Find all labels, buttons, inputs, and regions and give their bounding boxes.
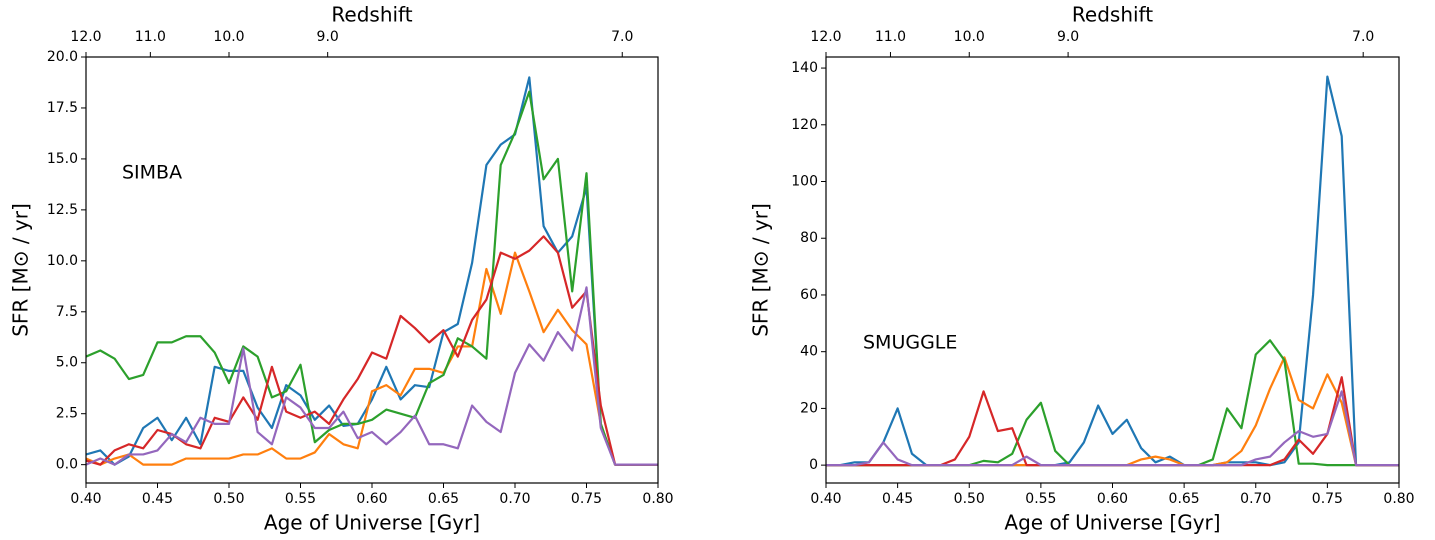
x-tick-label: 0.40 [70,491,101,507]
x-tick-label: 0.65 [1169,491,1200,507]
panel: 0.40 0.45 0.50 0.55 0.60 0.65 0.70 0.75 0.80 0.0 2… [9,3,674,535]
x-tick-label: 0.75 [571,491,602,507]
x2-tick-label: 11.0 [135,29,166,45]
x-tick-label: 0.45 [142,491,173,507]
x2-tick-label: 10.0 [954,29,985,45]
panel: 0.40 0.45 0.50 0.55 0.60 0.65 0.70 0.75 0.80 0 20 4… [749,3,1415,535]
sfr-line [826,75,1399,467]
x2-tick-label: 11.0 [875,29,906,45]
y-tick-label: 15.0 [47,151,78,167]
y-tick-label: 80 [800,230,818,246]
y-tick-label: 12.5 [47,202,78,218]
x2-tick-label: 9.0 [1057,29,1079,45]
x-tick-label: 0.45 [882,491,913,507]
sfr-line [826,339,1399,467]
annotation: SIMBA [122,162,182,184]
y-tick-label: 10.0 [47,253,78,269]
y-tick-label: 2.5 [56,406,78,422]
y-tick-label: 100 [791,174,818,190]
x2-tick-label: 7.0 [1352,29,1374,45]
y-tick-label: 0 [809,457,818,473]
y-tick-label: 140 [791,60,818,76]
x-tick-label: 0.80 [642,491,673,507]
x-tick-label: 0.55 [285,491,316,507]
y-axis-label: SFR [M⊙ / yr] [749,203,773,337]
x-tick-label: 0.70 [1240,491,1271,507]
x-tick-label: 0.75 [1312,491,1343,507]
y-axis-label: SFR [M⊙ / yr] [9,203,33,337]
x2-tick-label: 9.0 [317,29,339,45]
x-tick-label: 0.70 [499,491,530,507]
x2-tick-label: 10.0 [213,29,244,45]
y-tick-label: 20 [800,400,818,416]
y-tick-label: 40 [800,344,818,360]
y-tick-label: 20.0 [47,49,78,65]
y-tick-label: 5.0 [56,355,78,371]
x-tick-label: 0.40 [810,491,841,507]
x-tick-label: 0.50 [213,491,244,507]
x2-tick-label: 12.0 [70,29,101,45]
y-tick-label: 120 [791,117,818,133]
y-tick-label: 0.0 [56,457,78,473]
sfr-line [86,76,658,466]
y-tick-label: 17.5 [47,100,78,116]
axes-frame [825,56,1400,484]
x-tick-label: 0.55 [1025,491,1056,507]
x2-tick-label: 12.0 [810,29,841,45]
x-tick-label: 0.60 [1097,491,1128,507]
annotation: SMUGGLE [863,332,957,354]
x2-axis-label: Redshift [1072,3,1153,27]
y-tick-label: 7.5 [56,304,78,320]
x-tick-label: 0.60 [356,491,387,507]
plot-area [826,75,1399,467]
sfr-line [86,90,658,466]
x-tick-label: 0.50 [954,491,985,507]
x2-tick-label: 7.0 [611,29,633,45]
y-tick-label: 60 [800,287,818,303]
x2-axis-label: Redshift [331,3,412,27]
sfr-line [86,286,658,466]
sfr-line [86,235,658,466]
x-axis-label: Age of Universe [Gyr] [264,511,480,535]
sfr-line [826,390,1399,467]
sfr-line [826,356,1399,467]
x-tick-label: 0.80 [1383,491,1414,507]
plot-area [86,76,658,466]
x-tick-label: 0.65 [428,491,459,507]
x-axis-label: Age of Universe [Gyr] [1004,511,1220,535]
sfr-line [86,251,658,466]
